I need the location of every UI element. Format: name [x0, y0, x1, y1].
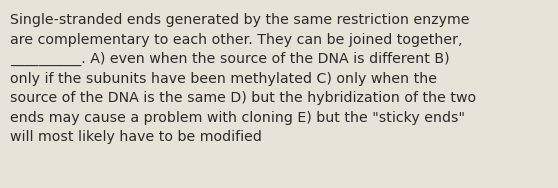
- Text: Single-stranded ends generated by the same restriction enzyme
are complementary : Single-stranded ends generated by the sa…: [10, 13, 476, 144]
